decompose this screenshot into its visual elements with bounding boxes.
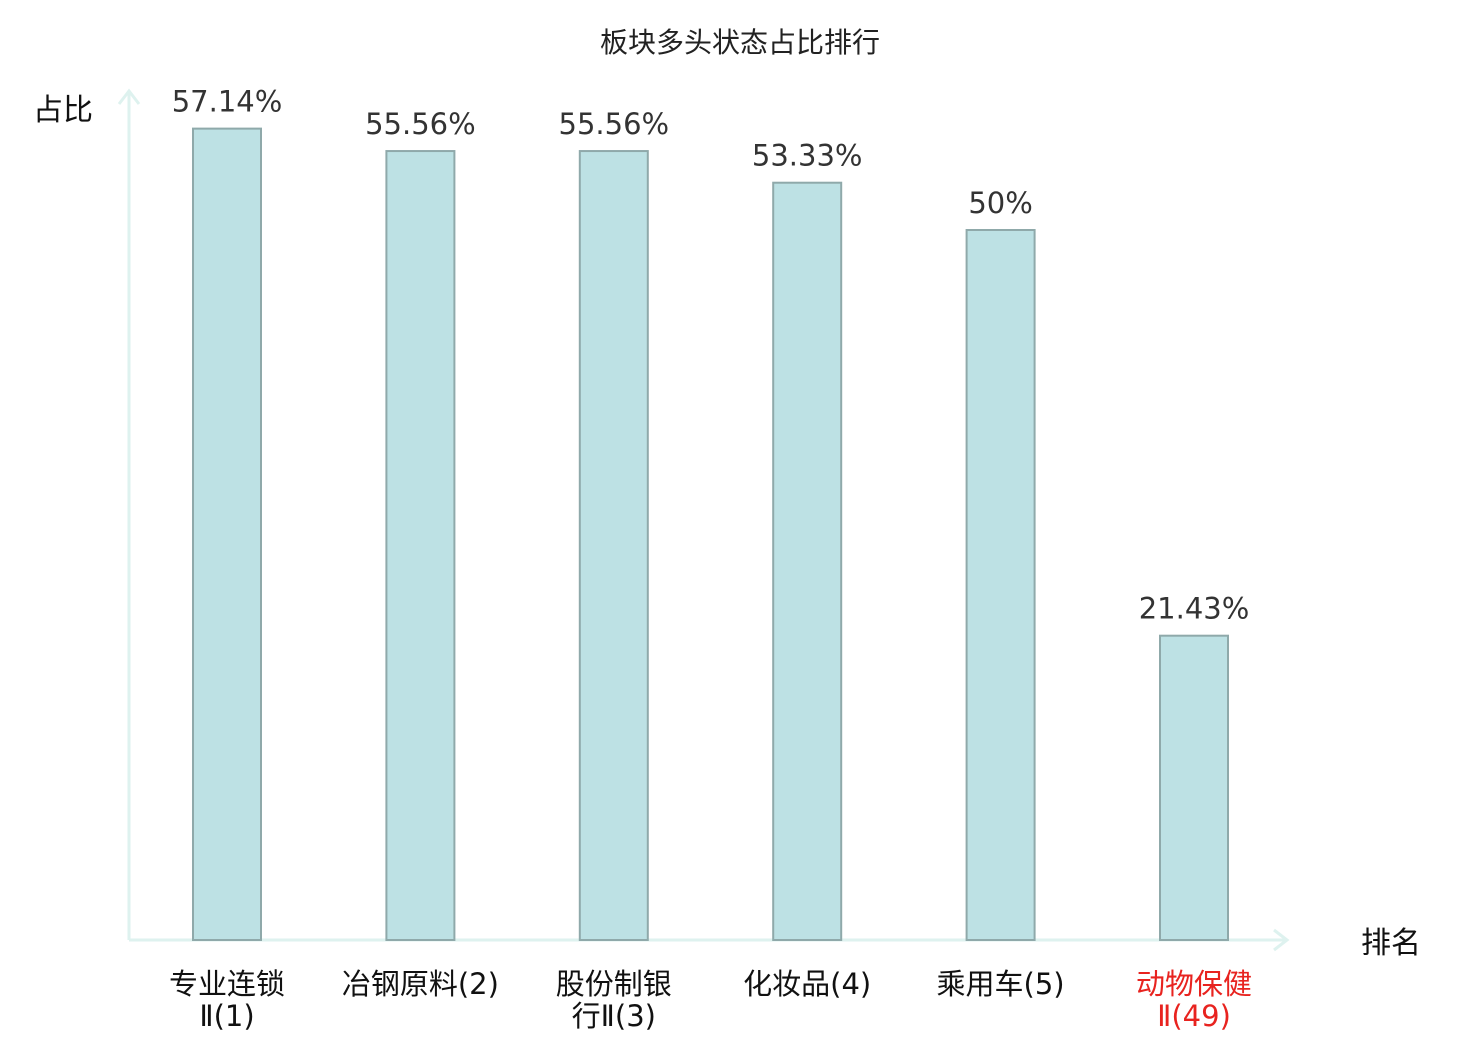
category-label-4: 化妆品(4) [743,967,871,1001]
value-label-6: 21.43% [1139,592,1250,626]
value-label-5: 50% [968,186,1032,220]
y-axis-label: 占比 [33,93,93,128]
category-label-3-line-1: 股份制银 [556,967,672,1001]
axes [117,88,1290,952]
y-axis-arrow [117,88,141,105]
chart-title: 板块多头状态占比排行 [600,26,880,59]
bar-1 [192,127,262,941]
category-label-1-line-1: 专业连锁 [169,967,285,1001]
value-labels: 57.14% 55.56% 55.56% 53.33% 50% 21.43% [172,85,1250,626]
value-label-2: 55.56% [365,107,476,141]
bar-4 [772,181,843,942]
bar-6 [1159,634,1229,941]
value-label-3: 55.56% [559,107,670,141]
bars [192,127,1229,942]
bar-5 [965,229,1036,941]
category-label-2: 冶钢原料(2) [342,967,499,1001]
x-axis-label: 排名 [1361,926,1421,961]
value-label-4: 53.33% [752,139,863,173]
value-label-1: 57.14% [172,85,283,119]
category-label-3-line-2: 行Ⅱ(3) [572,999,656,1033]
x-axis-arrow [1273,928,1290,952]
category-label-5: 乘用车(5) [937,967,1065,1001]
bar-2 [385,150,456,942]
bar-3 [578,150,649,942]
category-label-6-line-2: Ⅱ(49) [1157,999,1231,1033]
category-label-1-line-2: Ⅱ(1) [199,999,254,1033]
category-label-6-line-1: 动物保健 [1136,967,1252,1001]
